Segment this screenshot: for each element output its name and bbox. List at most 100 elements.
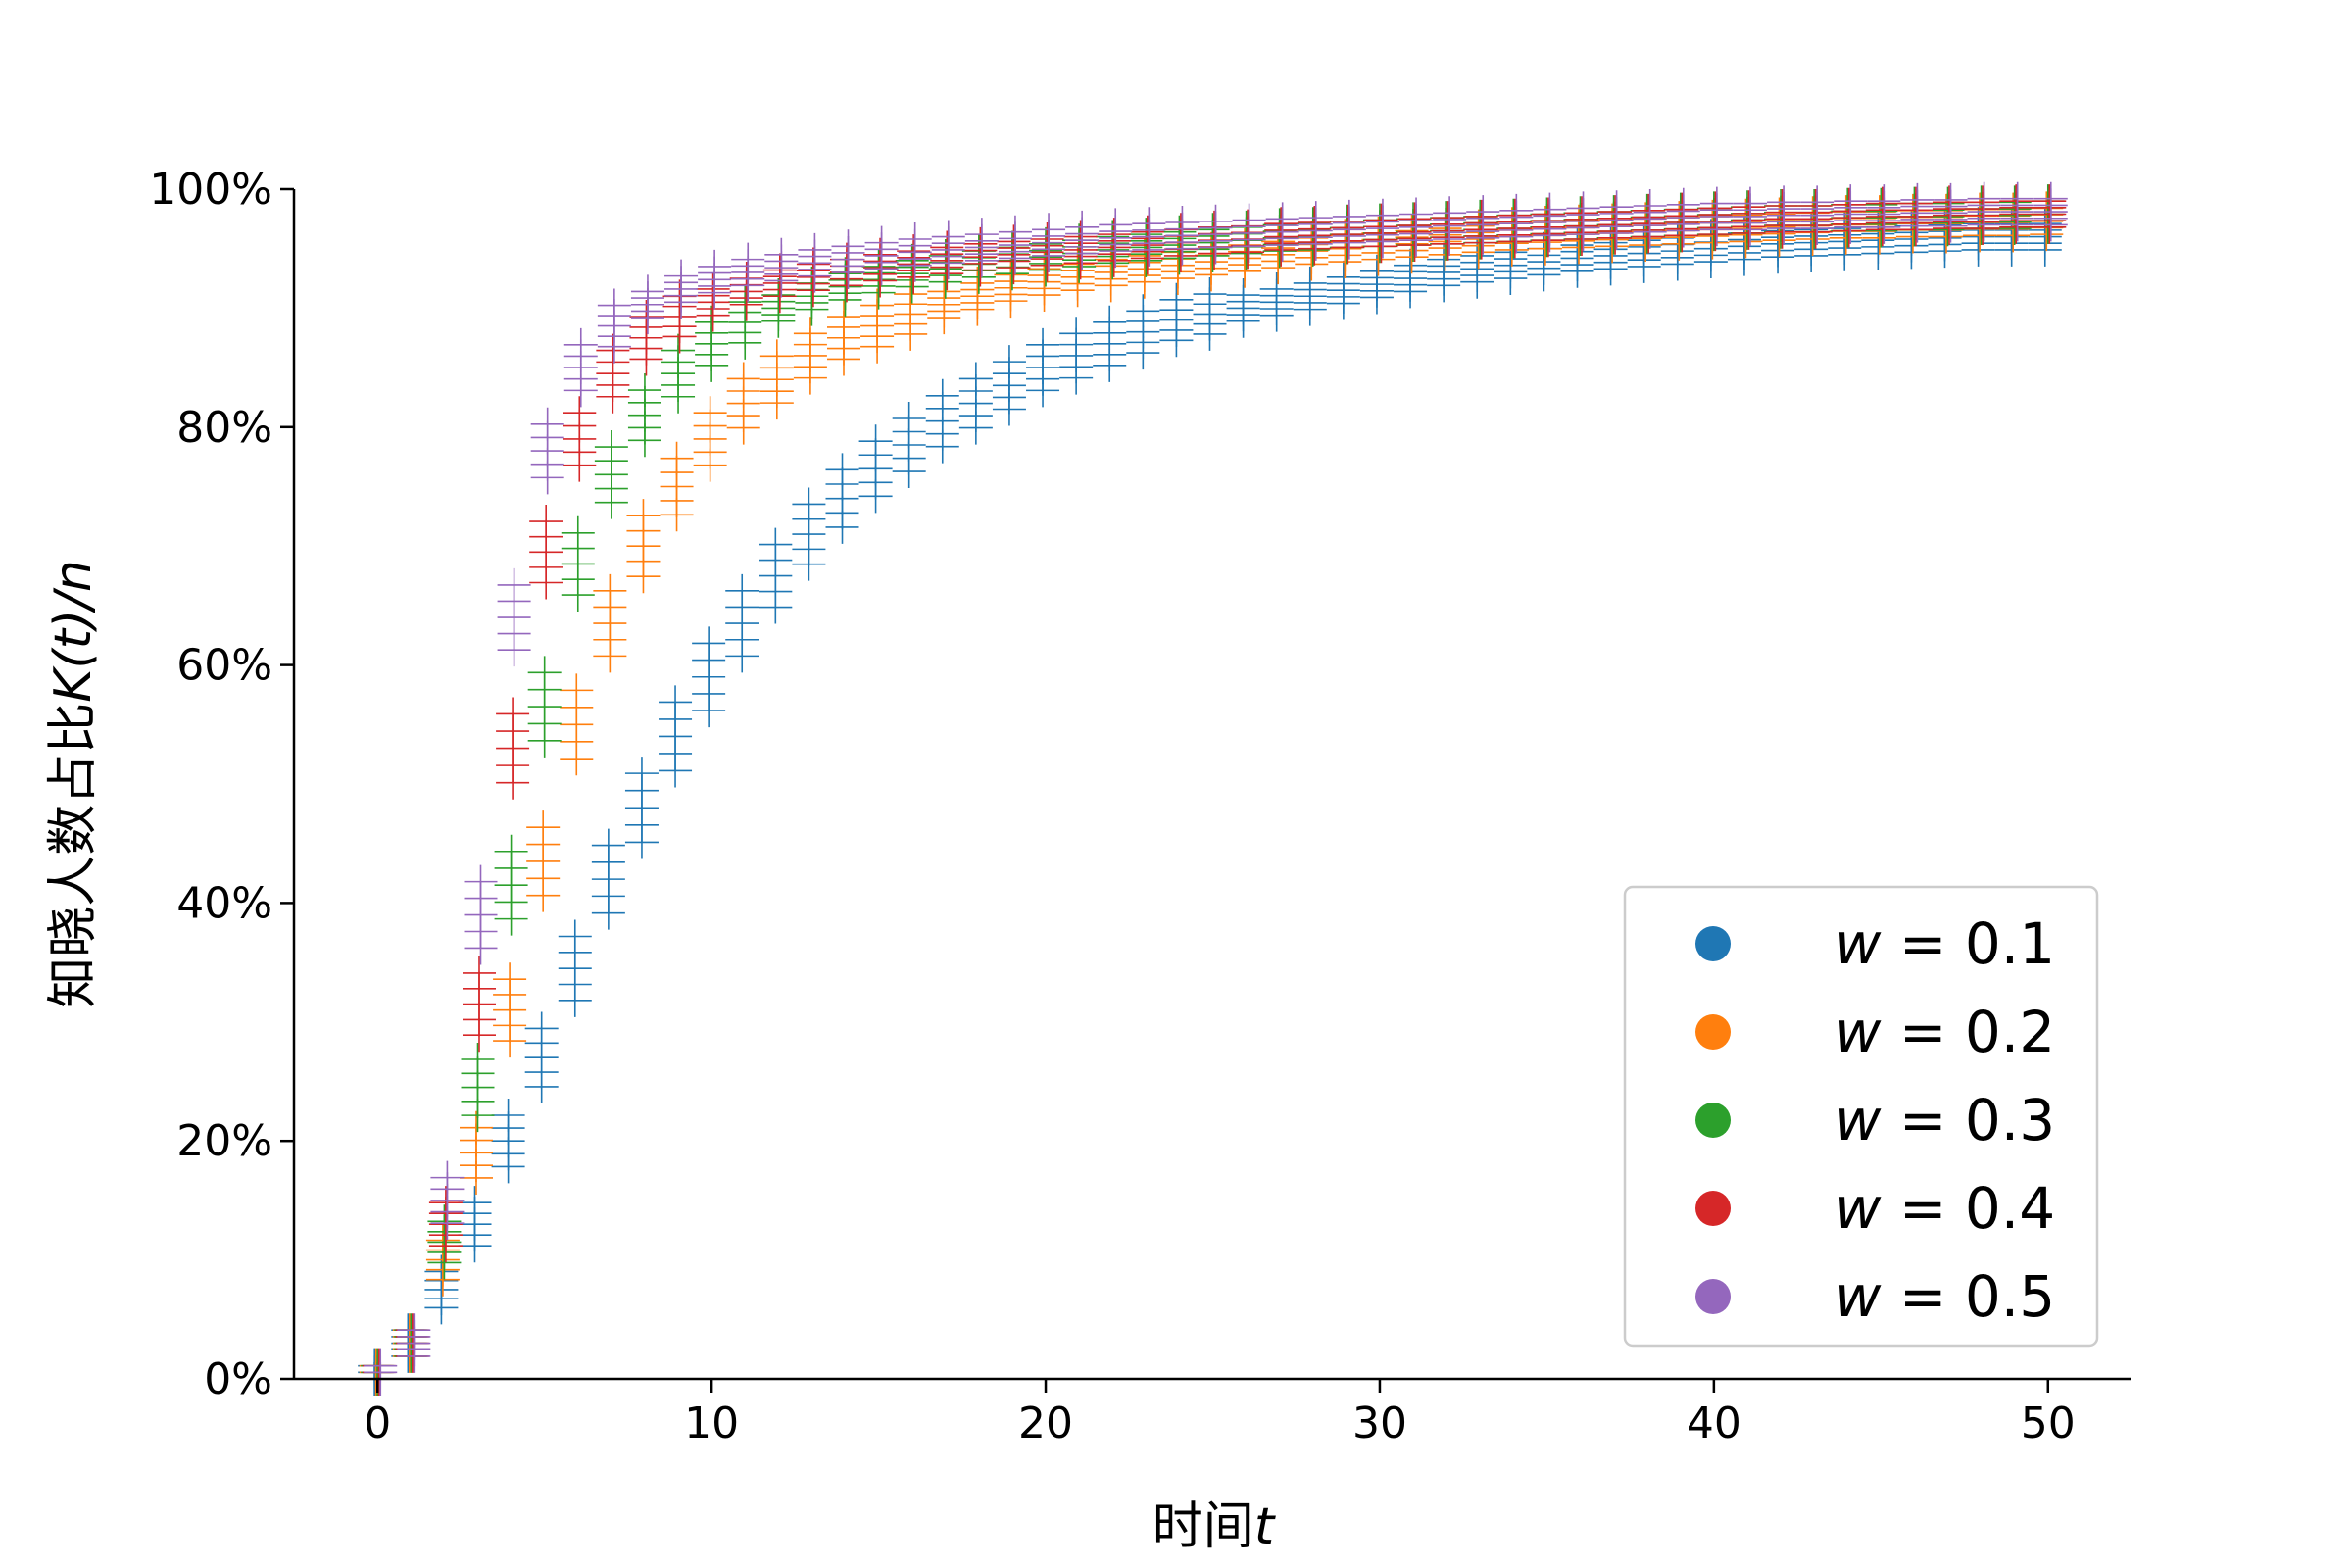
data-point: [1632, 193, 1666, 227]
y-tick-label: 60%: [176, 641, 272, 691]
data-point: [1633, 188, 1667, 222]
data-point: [526, 810, 561, 845]
data-point: [761, 278, 796, 313]
data-point: [1097, 218, 1131, 252]
data-point: [597, 288, 631, 322]
data-point: [726, 362, 760, 396]
data-point: [1533, 192, 1567, 226]
data-point: [1798, 188, 1833, 222]
data-point: [660, 441, 694, 475]
data-point: [664, 259, 699, 293]
data-point: [1464, 199, 1498, 233]
data-point: [760, 339, 794, 373]
data-point: [1433, 196, 1467, 230]
data-point: [1761, 214, 1795, 248]
data-point: [731, 242, 765, 276]
data-point: [1029, 226, 1063, 261]
data-point: [496, 697, 530, 731]
data-point: [793, 317, 827, 351]
y-tick-label: 0%: [204, 1354, 272, 1404]
data-point: [1931, 186, 1965, 220]
data-point: [1399, 197, 1434, 231]
data-point: [1365, 198, 1399, 232]
data-point: [1834, 184, 1868, 219]
data-point: [863, 237, 898, 271]
data-point: [1531, 197, 1565, 231]
data-point: [1326, 260, 1360, 294]
data-point: [1165, 205, 1200, 239]
x-tick-label: 20: [1018, 1398, 1073, 1448]
data-point: [931, 220, 965, 254]
data-point: [1331, 204, 1365, 238]
legend-label: w = 0.2: [1835, 999, 2055, 1065]
data-point: [530, 407, 564, 441]
data-point: [798, 232, 832, 267]
data-point: [825, 453, 859, 487]
data-point: [1934, 182, 1968, 217]
data-point: [1800, 185, 1835, 220]
data-point: [1994, 207, 2029, 241]
data-point: [895, 243, 929, 277]
data-point: [1264, 207, 1298, 241]
data-point: [427, 1204, 462, 1239]
data-point: [624, 757, 659, 791]
data-point: [1461, 209, 1495, 243]
data-point: [1026, 327, 1060, 362]
data-point: [1867, 184, 1901, 219]
data-point: [963, 226, 998, 261]
data-point: [1094, 242, 1128, 276]
x-tick-label: 40: [1687, 1398, 1741, 1448]
data-point: [992, 345, 1026, 379]
data-point: [692, 626, 726, 661]
x-tick-label: 30: [1352, 1398, 1407, 1448]
data-point: [1332, 199, 1366, 233]
data-point: [1466, 195, 1500, 229]
data-point: [425, 1223, 460, 1257]
data-point: [560, 673, 594, 708]
data-point: [629, 300, 663, 334]
data-point: [1364, 203, 1398, 237]
data-point: [1966, 185, 2000, 220]
data-point: [1765, 188, 1799, 222]
data-point: [1832, 187, 1866, 221]
data-point: [563, 396, 597, 430]
data-point: [894, 277, 928, 312]
data-point: [529, 505, 564, 539]
data-point: [693, 396, 727, 430]
data-point: [464, 864, 498, 899]
data-point: [1497, 198, 1532, 232]
data-point: [460, 1110, 493, 1145]
data-point: [1900, 182, 1935, 217]
data-point: [696, 271, 730, 306]
data-point: [1499, 193, 1534, 227]
series-5: [364, 181, 2068, 1396]
data-point: [430, 1160, 465, 1195]
data-point: [927, 274, 961, 309]
data-point: [1259, 271, 1294, 306]
legend-frame: [1623, 885, 2099, 1348]
data-point: [561, 515, 595, 550]
data-point: [1265, 202, 1299, 236]
data-point: [1460, 238, 1494, 272]
legend-marker: [1695, 1191, 1731, 1226]
data-point: [1928, 208, 1962, 242]
data-point: [827, 300, 860, 334]
legend: w = 0.1 w = 0.2 w = 0.3 w = 0.4 w = 0.5: [1623, 885, 2099, 1348]
data-point: [494, 834, 528, 868]
data-point: [1193, 277, 1227, 312]
data-point: [1226, 278, 1260, 313]
legend-marker: [1695, 1014, 1731, 1050]
data-point: [958, 362, 993, 396]
y-tick-label: 20%: [176, 1116, 272, 1166]
data-point: [493, 962, 527, 997]
data-point: [1565, 196, 1598, 230]
data-point: [1293, 266, 1327, 300]
data-point: [558, 919, 592, 954]
data-point: [1027, 252, 1061, 286]
data-point: [1030, 221, 1064, 256]
legend-marker: [1695, 1279, 1731, 1314]
data-point: [1767, 185, 1801, 220]
x-tick-label: 0: [364, 1398, 391, 1448]
data-point: [796, 247, 830, 281]
data-point: [2000, 181, 2034, 216]
